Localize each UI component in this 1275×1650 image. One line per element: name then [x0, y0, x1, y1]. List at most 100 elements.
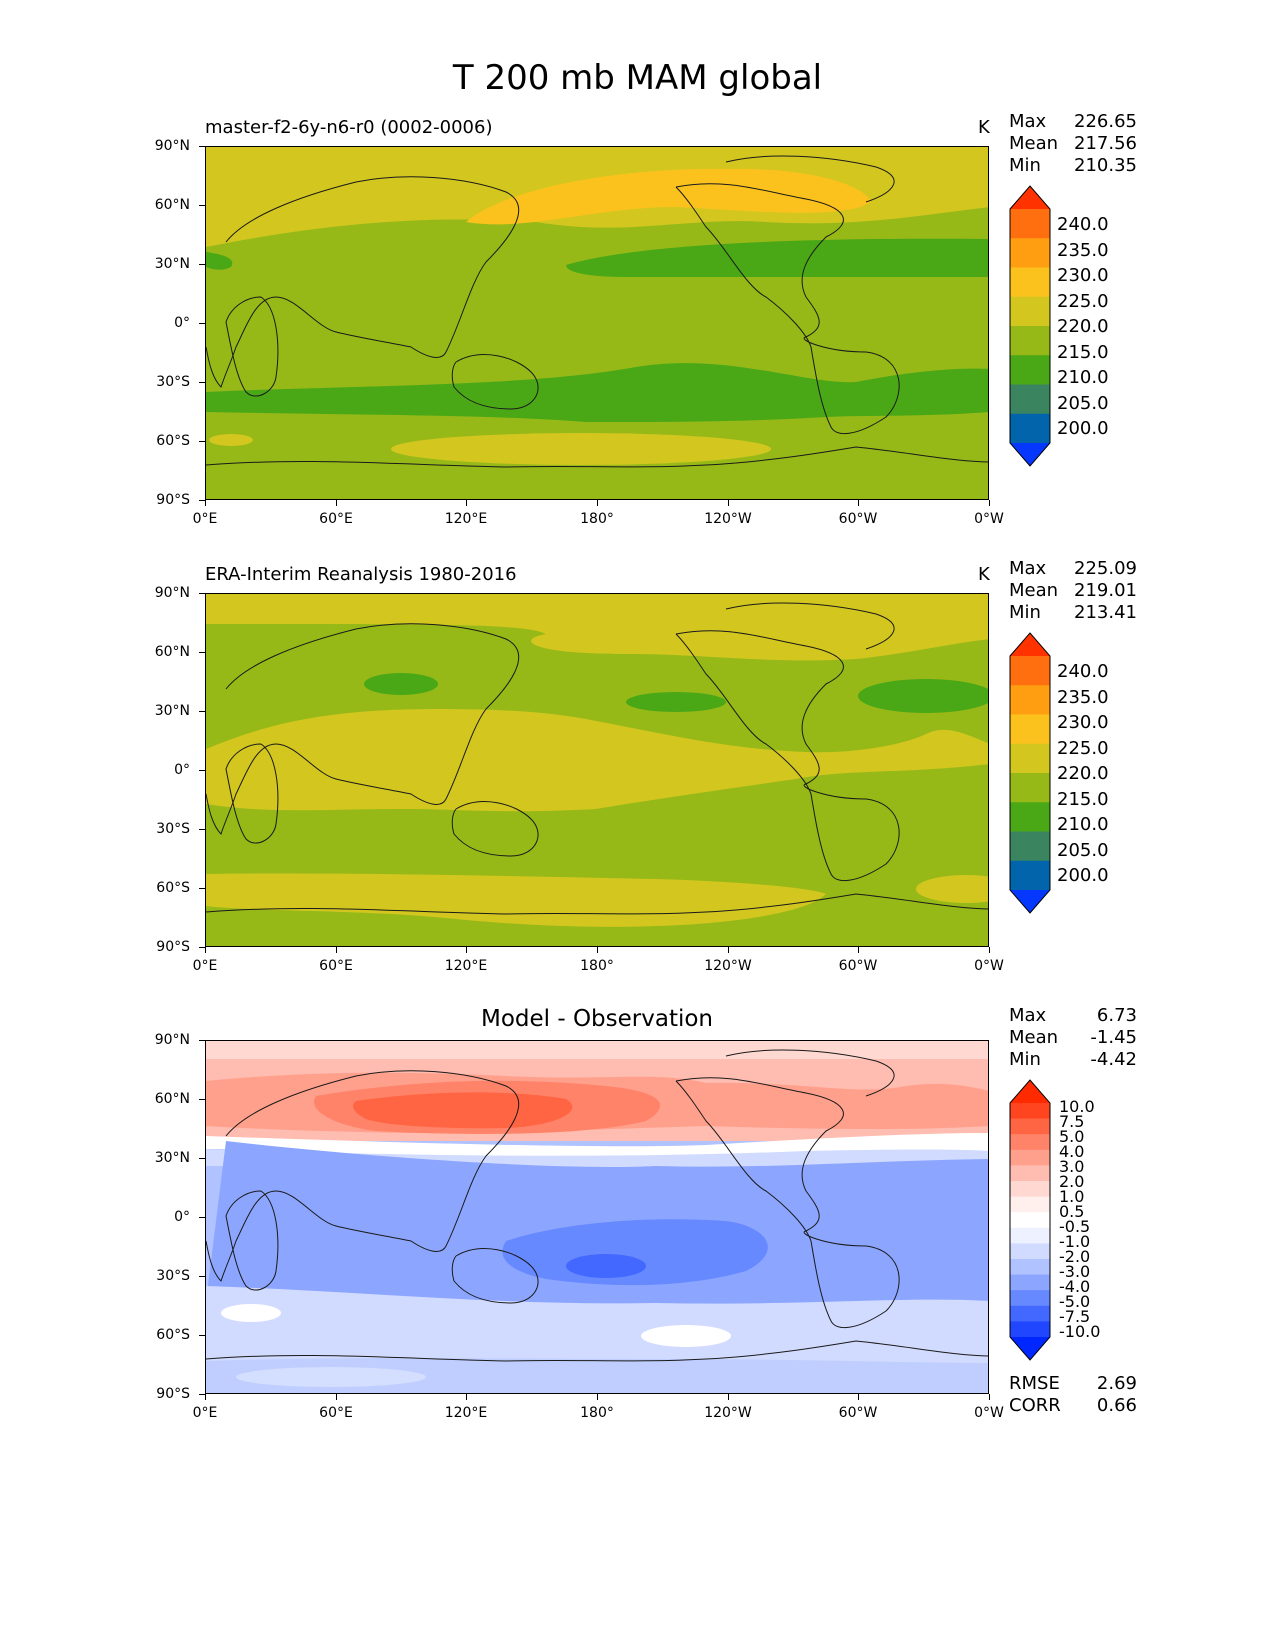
panel-2-lat-tick — [199, 829, 205, 830]
stat-min-label: Min — [1009, 1049, 1041, 1070]
panel-1-lat-tick — [199, 441, 205, 442]
stat-mean-label: Mean — [1009, 1027, 1059, 1048]
panel-2-stats: Max 225.09 Mean 219.01 Min 213.41 — [1009, 558, 1137, 624]
stat-mean-label: Mean — [1009, 580, 1059, 601]
panel-2-lat-label-90n: 90°N — [154, 585, 190, 601]
panel-2-lon-label-120e: 120°E — [444, 958, 488, 974]
panel-2-lat-tick — [199, 711, 205, 712]
colorbar-segment — [1010, 267, 1050, 298]
panel-2-lon-label-180: 180° — [580, 958, 614, 974]
panel-2-colorbar-label: 200.0 — [1057, 865, 1109, 886]
panel-3-metrics: RMSE 2.69 CORR 0.66 — [1009, 1373, 1137, 1417]
panel-1-lat-tick — [199, 500, 205, 501]
panel-3-lat-label-90n: 90°N — [154, 1032, 190, 1048]
panel-2-lon-label-0e: 0°E — [192, 958, 218, 974]
stat-max-label: Max — [1009, 1005, 1047, 1026]
colorbar-segment — [1010, 1274, 1050, 1291]
field-fill-4-5 — [353, 1092, 573, 1129]
panel-3-lon-label-0e: 0°E — [192, 1405, 218, 1421]
panel-1-colorbar-label: 235.0 — [1057, 240, 1109, 261]
stat-max-value: 6.73 — [1096, 1005, 1137, 1026]
field-fill-210-215-atlantic — [858, 679, 988, 713]
field-fill-210-215-asia — [364, 673, 438, 695]
panel-1-lon-label-120e: 120°E — [444, 511, 488, 527]
stat-min-label: Min — [1009, 155, 1041, 176]
panel-3-colorbar-label: 5.0 — [1059, 1127, 1085, 1146]
panel-2-lat-label-30s: 30°S — [156, 821, 190, 837]
panel-3-lon-label-0w: 0°W — [974, 1405, 1004, 1421]
coastlines — [206, 1049, 988, 1362]
colorbar-segment — [1010, 714, 1050, 745]
panel-1-lon-label-60e: 60°E — [319, 511, 353, 527]
panel-3-lon-label-120e: 120°E — [444, 1405, 488, 1421]
panel-3-colorbar-label: -2.0 — [1059, 1247, 1091, 1266]
panel-2-lon-tick — [728, 947, 729, 953]
field-fill-210-215-nh — [566, 238, 988, 277]
panel-1-lon-label-180: 180° — [580, 511, 614, 527]
panel-1-title: master-f2-6y-n6-r0 (0002-0006) — [205, 117, 493, 138]
panel-2-colorbar-label: 235.0 — [1057, 687, 1109, 708]
panel-1-lat-tick — [199, 264, 205, 265]
field-fill-zero-sh-pacific — [641, 1325, 731, 1347]
panel-2-units: K — [978, 564, 990, 585]
panel-3-colorbar-label: -5.0 — [1059, 1292, 1091, 1311]
panel-1-colorbar-label: 210.0 — [1057, 367, 1109, 388]
colorbar-segment — [1010, 1290, 1050, 1307]
panel-1-lat-label-90s: 90°S — [156, 492, 190, 508]
panel-1-colorbar-label: 220.0 — [1057, 316, 1109, 337]
colorbar-segment — [1010, 1196, 1050, 1213]
panel-3-lon-tick — [466, 1394, 467, 1400]
colorbar-extend-min — [1010, 890, 1050, 913]
panel-3-stats: Max 6.73 Mean -1.45 Min -4.42 — [1009, 1005, 1137, 1071]
panel-1-lat-label-0: 0° — [174, 315, 190, 331]
panel-1-colorbar-label: 215.0 — [1057, 342, 1109, 363]
colorbar-segment — [1010, 773, 1050, 803]
stat-max-label: Max — [1009, 111, 1047, 132]
colorbar-outline — [1009, 1079, 1051, 1361]
colorbar-segment — [1010, 1181, 1050, 1198]
colorbar-extend-max — [1010, 186, 1050, 209]
panel-3-lon-label-60e: 60°E — [319, 1405, 353, 1421]
panel-1-lon-tick — [728, 500, 729, 506]
panel-1-lon-tick — [205, 500, 206, 506]
panel-3-colorbar-label: 7.5 — [1059, 1112, 1085, 1131]
colorbar-segment — [1010, 296, 1050, 327]
panel-3-lon-label-120w: 120°W — [704, 1405, 752, 1421]
stat-mean-value: 217.56 — [1074, 133, 1137, 154]
stat-min-value: -4.42 — [1090, 1049, 1137, 1070]
panel-1-colorbar-label: 225.0 — [1057, 291, 1109, 312]
panel-3-colorbar-label: -3.0 — [1059, 1262, 1091, 1281]
panel-2-lat-tick — [199, 947, 205, 948]
field-fill-220-225-sh-west — [209, 434, 253, 446]
stat-max-value: 226.65 — [1074, 111, 1137, 132]
panel-3-colorbar-label: 10.0 — [1059, 1097, 1095, 1116]
panel-1-colorbar-label: 230.0 — [1057, 265, 1109, 286]
panel-3-lat-tick — [199, 1276, 205, 1277]
colorbar-segment — [1010, 1149, 1050, 1166]
panel-2-colorbar-label: 230.0 — [1057, 712, 1109, 733]
panel-3-lon-tick — [205, 1394, 206, 1400]
panel-1-stats: Max 226.65 Mean 217.56 Min 210.35 — [1009, 111, 1137, 177]
panel-1-lat-tick — [199, 205, 205, 206]
colorbar-outline — [1009, 185, 1051, 467]
panel-2-lat-tick — [199, 593, 205, 594]
panel-3-lat-label-30n: 30°N — [154, 1150, 190, 1166]
panel-2-colorbar-label: 220.0 — [1057, 763, 1109, 784]
field-fill-210-215-sh — [206, 363, 988, 422]
panel-1-lat-label-60n: 60°N — [154, 197, 190, 213]
panel-1-lon-label-60w: 60°W — [838, 511, 878, 527]
panel-1-lat-tick — [199, 382, 205, 383]
panel-3-colorbar-label: -7.5 — [1059, 1307, 1091, 1326]
colorbar-segment — [1010, 1243, 1050, 1260]
panel-3-map — [205, 1040, 989, 1394]
panel-3-lat-label-30s: 30°S — [156, 1268, 190, 1284]
panel-2-colorbar-label: 215.0 — [1057, 789, 1109, 810]
panel-3-lat-tick — [199, 1217, 205, 1218]
panel-2-lat-label-60n: 60°N — [154, 644, 190, 660]
panel-2-title: ERA-Interim Reanalysis 1980-2016 — [205, 564, 517, 585]
panel-1-colorbar — [1009, 185, 1051, 471]
stat-mean-value: -1.45 — [1090, 1027, 1137, 1048]
panel-2-lat-tick — [199, 770, 205, 771]
panel-2-lat-label-30n: 30°N — [154, 703, 190, 719]
panel-1-colorbar-label: 205.0 — [1057, 393, 1109, 414]
